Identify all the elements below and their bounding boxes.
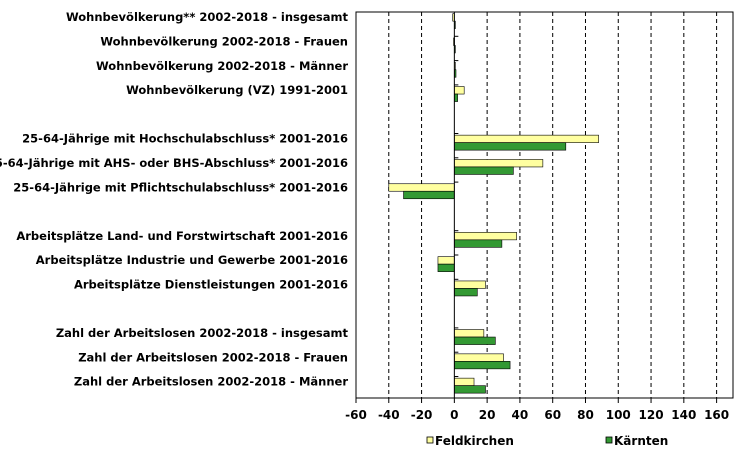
category-label: 25-64-Jährige mit AHS- oder BHS-Abschlus…	[0, 156, 348, 170]
bar-feldkirchen	[454, 159, 544, 168]
category-label: Wohnbevölkerung** 2002-2018 - insgesamt	[66, 10, 349, 24]
gridlines	[355, 12, 718, 398]
category-label: Zahl der Arbeitslosen 2002-2018 - Männer	[74, 375, 348, 389]
category-label: Wohnbevölkerung 2002-2018 - Frauen	[100, 34, 348, 48]
bar-feldkirchen	[454, 353, 504, 362]
bar-feldkirchen	[388, 183, 455, 192]
bar-feldkirchen	[454, 280, 486, 289]
x-tick-label: 80	[577, 408, 594, 422]
legend-swatch	[426, 436, 434, 444]
bar-feldkirchen	[437, 256, 455, 265]
x-tick-label: 100	[606, 408, 631, 422]
category-label: Wohnbevölkerung (VZ) 1991-2001	[126, 83, 348, 97]
legend: Feldkirchen Kärnten	[426, 434, 668, 448]
category-label: 25-64-Jährige mit Pflichtschulabschluss*…	[13, 180, 348, 194]
category-label: Wohnbevölkerung 2002-2018 - Männer	[96, 59, 348, 73]
bar-feldkirchen	[454, 232, 517, 241]
category-label: 25-64-Jährige mit Hochschulabschluss* 20…	[22, 132, 348, 146]
bars	[388, 13, 599, 394]
x-tick-label: 160	[704, 408, 729, 422]
x-tick-label: 120	[639, 408, 664, 422]
bar-feldkirchen	[454, 329, 485, 338]
category-label: Zahl der Arbeitslosen 2002-2018 - Frauen	[78, 350, 348, 364]
category-label: Arbeitsplätze Land- und Forstwirtschaft …	[16, 229, 348, 243]
x-tick-label: -40	[378, 408, 400, 422]
axes	[355, 11, 734, 403]
bar-kärnten	[454, 166, 514, 175]
bar-feldkirchen	[454, 134, 599, 143]
legend-label: Kärnten	[614, 434, 668, 448]
category-labels: Wohnbevölkerung** 2002-2018 - insgesamt W…	[0, 10, 349, 389]
x-tick-label: 40	[512, 408, 529, 422]
legend-swatch	[605, 436, 613, 444]
bar-kärnten	[454, 142, 567, 151]
bar-kärnten	[454, 239, 503, 248]
bar-kärnten	[454, 288, 478, 297]
x-tick-label: 20	[479, 408, 496, 422]
tick-labels: -60 -40 -20 0 20 40 60 80 100 120 140 160	[345, 408, 729, 422]
x-tick-label: -60	[345, 408, 367, 422]
bar-kärnten	[403, 190, 455, 200]
bar-feldkirchen	[454, 377, 475, 386]
x-tick-label: 140	[671, 408, 696, 422]
bar-kärnten	[454, 361, 511, 370]
plot-area	[355, 11, 734, 399]
x-tick-label: 0	[450, 408, 458, 422]
bar-kärnten	[454, 336, 496, 345]
legend-label: Feldkirchen	[435, 434, 514, 448]
x-tick-label: -20	[411, 408, 433, 422]
bar-feldkirchen	[454, 86, 465, 95]
x-tick-label: 60	[544, 408, 561, 422]
category-label: Arbeitsplätze Dienstleistungen 2001-2016	[74, 277, 348, 291]
bar-kärnten	[437, 263, 455, 272]
category-label: Arbeitsplätze Industrie und Gewerbe 2001…	[36, 253, 348, 267]
category-label: Zahl der Arbeitslosen 2002-2018 - insges…	[56, 326, 349, 340]
bar-kärnten	[454, 385, 486, 394]
